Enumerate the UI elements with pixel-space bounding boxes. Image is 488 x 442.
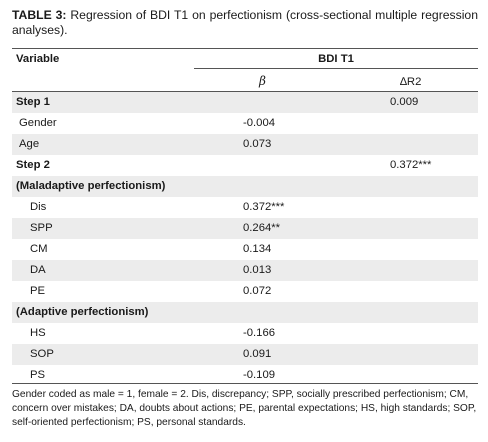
table-row-step-1: Step 1 0.009 xyxy=(12,92,478,113)
row-delta-r2: 0.372*** xyxy=(390,159,432,171)
row-beta: -0.109 xyxy=(243,369,276,381)
table-row-cm: CM 0.134 xyxy=(12,239,478,260)
row-label: (Maladaptive perfectionism) xyxy=(16,180,166,192)
header-delta-r2: ∆R2 xyxy=(400,76,422,88)
table-row-hs: HS -0.166 xyxy=(12,323,478,344)
table-row-gender: Gender -0.004 xyxy=(12,113,478,134)
row-label: Dis xyxy=(30,201,47,213)
row-beta: 0.264** xyxy=(243,222,281,234)
table-footnote: Gender coded as male = 1, female = 2. Di… xyxy=(12,389,477,428)
table-caption-text: Regression of BDI T1 on perfectionism (c… xyxy=(12,8,478,37)
row-label: (Adaptive perfectionism) xyxy=(16,306,149,318)
header-beta: β xyxy=(259,74,266,88)
row-beta: -0.166 xyxy=(243,327,276,339)
header-bottom-rule xyxy=(12,91,478,92)
table-row-sop: SOP 0.091 xyxy=(12,344,478,365)
row-beta: 0.013 xyxy=(243,264,272,276)
table-caption-label: TABLE 3: xyxy=(12,8,67,22)
row-delta-r2: 0.009 xyxy=(390,96,419,108)
row-label: SPP xyxy=(30,222,53,234)
table-row-ps: PS -0.109 xyxy=(12,365,478,386)
table-row-spp: SPP 0.264** xyxy=(12,218,478,239)
header-group-rule xyxy=(194,68,478,69)
row-label: Gender xyxy=(19,117,57,129)
table-top-rule xyxy=(12,48,478,49)
row-label: Step 2 xyxy=(16,159,50,171)
row-beta: 0.091 xyxy=(243,348,272,360)
row-label: DA xyxy=(30,264,46,276)
row-label: HS xyxy=(30,327,46,339)
row-beta: 0.072 xyxy=(243,285,272,297)
row-beta: 0.073 xyxy=(243,138,272,150)
table-row-step-2: Step 2 0.372*** xyxy=(12,155,478,176)
row-label: Step 1 xyxy=(16,96,50,108)
table-row-age: Age 0.073 xyxy=(12,134,478,155)
row-beta: 0.372*** xyxy=(243,201,285,213)
table-row-dis: Dis 0.372*** xyxy=(12,197,478,218)
table-row-pe: PE 0.072 xyxy=(12,281,478,302)
row-label: PE xyxy=(30,285,46,297)
row-label: SOP xyxy=(30,348,54,360)
row-beta: 0.134 xyxy=(243,243,272,255)
row-label: Age xyxy=(19,138,40,150)
row-label: CM xyxy=(30,243,48,255)
table-row-da: DA 0.013 xyxy=(12,260,478,281)
table-row-maladaptive-heading: (Maladaptive perfectionism) xyxy=(12,176,478,197)
table-bottom-rule xyxy=(12,383,478,384)
table-row-adaptive-heading: (Adaptive perfectionism) xyxy=(12,302,478,323)
header-bdi-t1: BDI T1 xyxy=(318,53,354,65)
row-beta: -0.004 xyxy=(243,117,276,129)
header-variable: Variable xyxy=(16,53,60,65)
row-label: PS xyxy=(30,369,46,381)
table-caption: TABLE 3: Regression of BDI T1 on perfect… xyxy=(12,8,478,38)
